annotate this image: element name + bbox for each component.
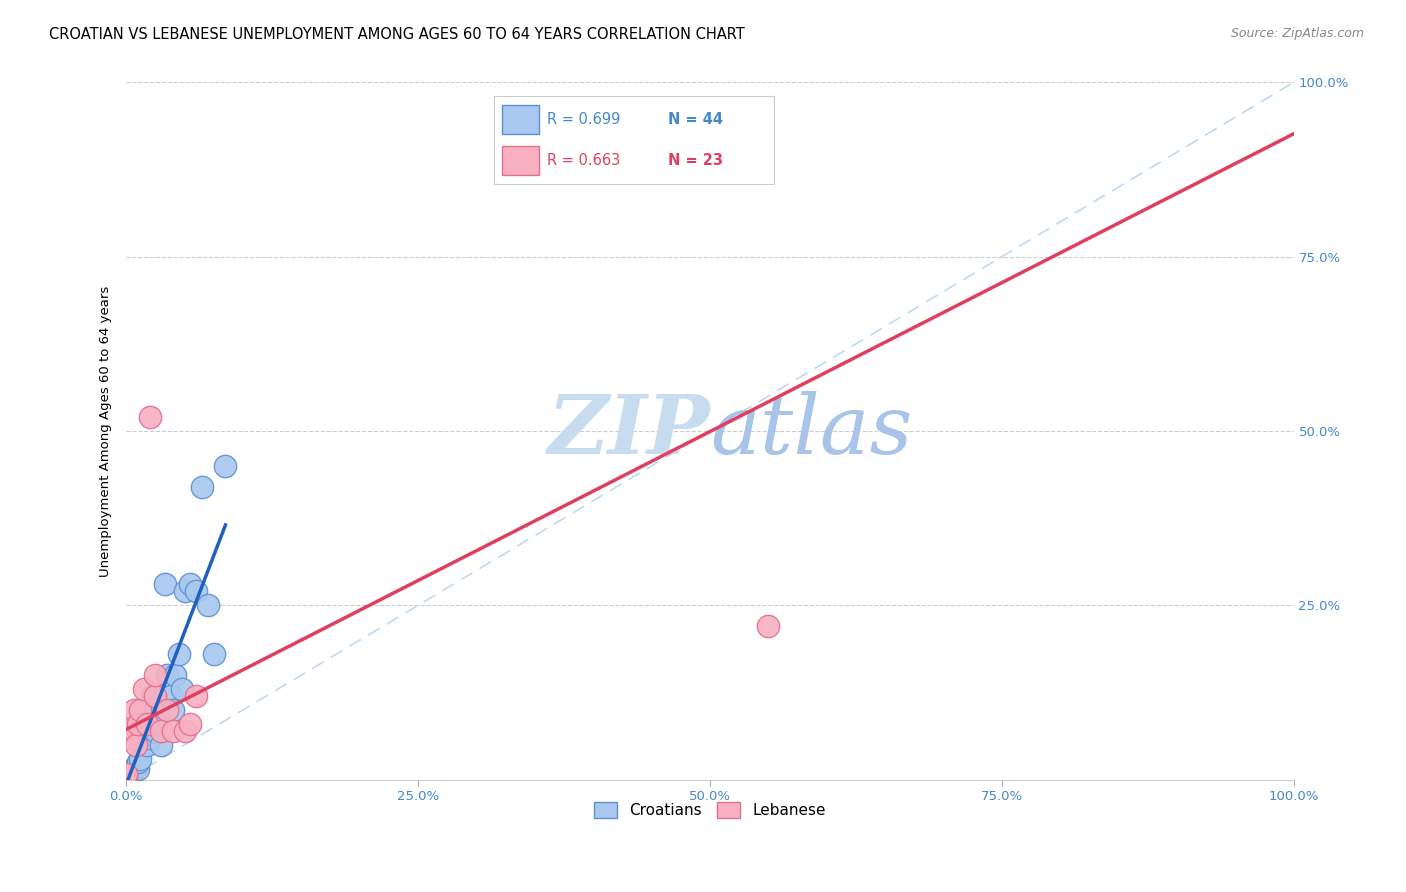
Point: [191, 480, 214, 494]
Point: [115, 771, 138, 785]
Point: [159, 689, 181, 703]
Point: [153, 577, 176, 591]
Point: [756, 619, 779, 633]
Point: [132, 681, 155, 696]
Point: [127, 762, 149, 776]
Point: [115, 772, 138, 787]
Point: [115, 771, 138, 785]
Point: [136, 716, 159, 731]
Point: [127, 755, 149, 769]
Point: [167, 647, 190, 661]
Text: CROATIAN VS LEBANESE UNEMPLOYMENT AMONG AGES 60 TO 64 YEARS CORRELATION CHART: CROATIAN VS LEBANESE UNEMPLOYMENT AMONG …: [49, 27, 745, 42]
Point: [197, 599, 219, 613]
Point: [173, 723, 195, 738]
Point: [141, 689, 163, 703]
Text: Source: ZipAtlas.com: Source: ZipAtlas.com: [1230, 27, 1364, 40]
Point: [179, 577, 201, 591]
Point: [115, 769, 138, 783]
Point: [186, 584, 208, 599]
Point: [145, 723, 167, 738]
Point: [162, 723, 184, 738]
Point: [121, 731, 143, 745]
Point: [214, 458, 236, 473]
Point: [127, 716, 149, 731]
Point: [165, 668, 187, 682]
Point: [156, 668, 179, 682]
Point: [145, 668, 167, 682]
Y-axis label: Unemployment Among Ages 60 to 64 years: Unemployment Among Ages 60 to 64 years: [100, 285, 112, 576]
Point: [145, 689, 167, 703]
Point: [115, 772, 138, 787]
Point: [138, 410, 160, 425]
Point: [172, 681, 194, 696]
Point: [131, 723, 153, 738]
Point: [115, 767, 138, 781]
Point: [138, 731, 160, 745]
Point: [115, 771, 138, 785]
Point: [118, 771, 141, 785]
Point: [124, 760, 146, 774]
Text: ZIP: ZIP: [547, 391, 710, 471]
Point: [129, 752, 152, 766]
Point: [120, 769, 142, 783]
Point: [115, 765, 138, 780]
Point: [136, 738, 159, 752]
Legend: Croatians, Lebanese: Croatians, Lebanese: [588, 796, 832, 824]
Point: [115, 769, 138, 783]
Point: [115, 764, 138, 779]
Point: [129, 703, 152, 717]
Point: [115, 769, 138, 783]
Point: [145, 703, 167, 717]
Point: [186, 689, 208, 703]
Point: [124, 762, 146, 776]
Point: [115, 772, 138, 787]
Point: [125, 758, 148, 772]
Point: [121, 765, 143, 780]
Point: [148, 716, 170, 731]
Point: [156, 703, 179, 717]
Point: [118, 716, 141, 731]
Point: [202, 647, 225, 661]
Point: [122, 764, 145, 779]
Point: [150, 723, 173, 738]
Point: [124, 738, 146, 752]
Point: [1142, 62, 1164, 76]
Point: [132, 716, 155, 731]
Point: [150, 738, 173, 752]
Point: [162, 703, 184, 717]
Point: [134, 703, 156, 717]
Point: [179, 716, 201, 731]
Point: [115, 772, 138, 787]
Text: atlas: atlas: [710, 391, 912, 471]
Point: [115, 767, 138, 781]
Point: [173, 584, 195, 599]
Point: [124, 703, 146, 717]
